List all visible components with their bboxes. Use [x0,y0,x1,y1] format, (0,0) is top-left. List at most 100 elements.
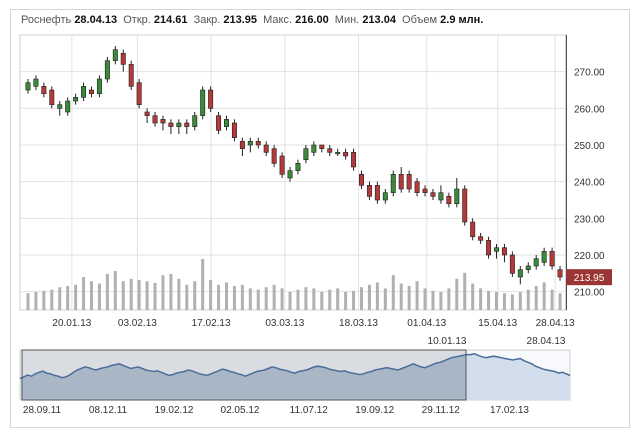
y-tick-label: 270.00 [574,68,605,79]
candle [462,185,468,226]
current-price-box [566,269,612,286]
candle [303,145,309,164]
candle [501,244,507,263]
volume-bar [407,286,411,310]
candle [231,119,237,142]
volume-bar [415,281,419,310]
candle-body [41,86,47,94]
volume-bar [66,286,70,310]
navigator-line [19,353,571,380]
candle [271,145,277,167]
volume-bar [177,278,181,310]
x-tick-label: 28.04.13 [536,318,575,329]
candle-body [255,141,261,146]
candle [374,181,380,204]
volume-bar [169,274,173,310]
candle [327,145,333,156]
candle-body [486,240,492,256]
volume-bar [82,277,86,310]
candle [366,181,372,200]
volume-bar [193,281,197,310]
volume-bar [542,282,546,310]
volume-bar [336,288,340,310]
open-value: 214.61 [153,14,188,26]
low-value: 213.04 [362,14,396,26]
candle-body [406,174,412,190]
candle-body [57,104,63,109]
candle-body [33,78,39,87]
volume-bar [240,284,244,310]
candle-body [176,122,182,127]
navigator-selection[interactable] [21,349,467,401]
volume-bar [145,281,149,310]
candle [287,167,293,182]
candle [494,244,499,259]
candle [168,119,174,134]
volume-bar [320,292,324,310]
selection-end-label: 28.04.13 [527,336,566,347]
close-label: Закр. [193,14,221,26]
candle-body [192,115,198,127]
candle-body [533,258,539,267]
volume-bar [105,274,109,310]
candle [414,178,420,197]
candle-body [231,122,237,138]
candle-body [25,82,31,91]
candle-body [152,115,158,124]
volume-bar [391,275,395,310]
volume-bar [423,288,427,310]
close-value: 213.95 [223,14,258,26]
navigator-selected-fill [22,354,466,400]
volume-bar [526,289,530,310]
candle [73,93,79,105]
candle-body [470,221,476,237]
volume-bar [296,289,300,310]
candle [65,97,71,116]
candle [406,170,412,193]
candle-body [224,119,229,127]
volume-bar [510,294,514,310]
candle-body [525,265,531,270]
candle-body [287,170,293,179]
candle-body [89,89,94,94]
candle-body [200,89,206,116]
volume-bar [304,287,308,310]
candle-body [144,111,150,116]
volume-bar [375,282,379,310]
volume-bar [90,281,93,310]
candle [224,115,229,131]
candle-body [390,174,396,193]
candle [255,137,261,149]
candle [533,255,539,270]
candle-body [112,49,118,61]
volume-value: 2.9 млн. [440,14,484,26]
high-label: Макс. [263,14,293,26]
volume-bar [74,284,78,310]
candle [335,148,341,156]
volume-bar [280,288,284,310]
low-label: Мин. [334,14,360,26]
x-tick-label: 18.03.13 [339,318,378,329]
volume-bar [42,290,46,310]
y-tick-label: 230.00 [574,214,605,225]
volume-bar [201,259,205,310]
current-price-label: 213.95 [574,273,605,284]
candle-body [374,185,380,201]
candle [81,82,87,101]
candle-body [65,100,71,113]
candle [398,167,404,193]
volume-bar [232,286,236,310]
candle [470,218,476,241]
navigator-x-tick-label: 19.02.12 [155,405,194,416]
candle-body [49,89,55,105]
candle-body [454,188,460,204]
volume-bar [97,283,101,310]
candle [216,112,222,134]
candle-body [494,247,499,252]
candle-body [501,247,507,256]
volume-bar [26,293,30,310]
candle [509,251,515,277]
candle-body [73,97,79,102]
candle-body [557,269,563,278]
